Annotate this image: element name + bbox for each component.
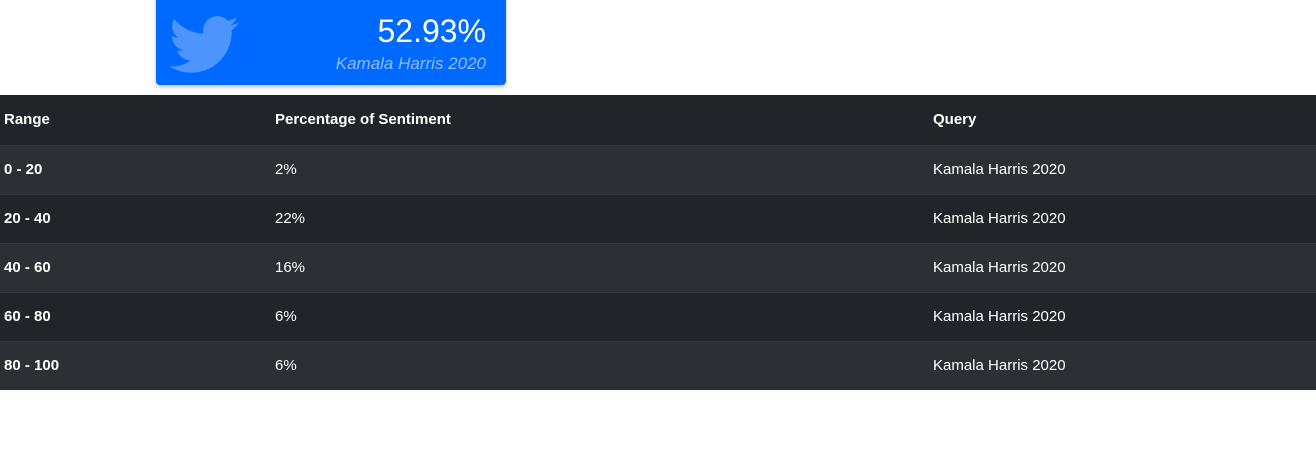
percentage-cell: 22% [271, 193, 929, 243]
sentiment-percentage: 52.93% [377, 13, 486, 49]
query-cell: Kamala Harris 2020 [929, 242, 1316, 292]
percentage-cell: 16% [271, 242, 929, 292]
twitter-icon [168, 16, 240, 74]
table-row: 60 - 80 6% Kamala Harris 2020 [0, 291, 1316, 341]
percentage-cell: 2% [271, 144, 929, 194]
percentage-cell: 6% [271, 340, 929, 390]
query-cell: Kamala Harris 2020 [929, 340, 1316, 390]
query-cell: Kamala Harris 2020 [929, 193, 1316, 243]
table-header-row: Range Percentage of Sentiment Query [0, 95, 1316, 145]
range-cell: 0 - 20 [0, 144, 271, 194]
percentage-cell: 6% [271, 291, 929, 341]
range-cell: 40 - 60 [0, 242, 271, 292]
column-header-query: Query [929, 95, 1316, 145]
column-header-percentage: Percentage of Sentiment [271, 95, 929, 145]
query-cell: Kamala Harris 2020 [929, 144, 1316, 194]
range-cell: 20 - 40 [0, 193, 271, 243]
table-row: 20 - 40 22% Kamala Harris 2020 [0, 193, 1316, 243]
table-row: 80 - 100 6% Kamala Harris 2020 [0, 340, 1316, 390]
range-cell: 60 - 80 [0, 291, 271, 341]
query-caption: Kamala Harris 2020 [335, 54, 486, 73]
table-row: 40 - 60 16% Kamala Harris 2020 [0, 242, 1316, 292]
sentiment-stat-card: 52.93% Kamala Harris 2020 [156, 0, 506, 85]
sentiment-table: Range Percentage of Sentiment Query 0 - … [0, 95, 1316, 390]
table-row: 0 - 20 2% Kamala Harris 2020 [0, 144, 1316, 194]
query-cell: Kamala Harris 2020 [929, 291, 1316, 341]
range-cell: 80 - 100 [0, 340, 271, 390]
column-header-range: Range [0, 95, 271, 145]
